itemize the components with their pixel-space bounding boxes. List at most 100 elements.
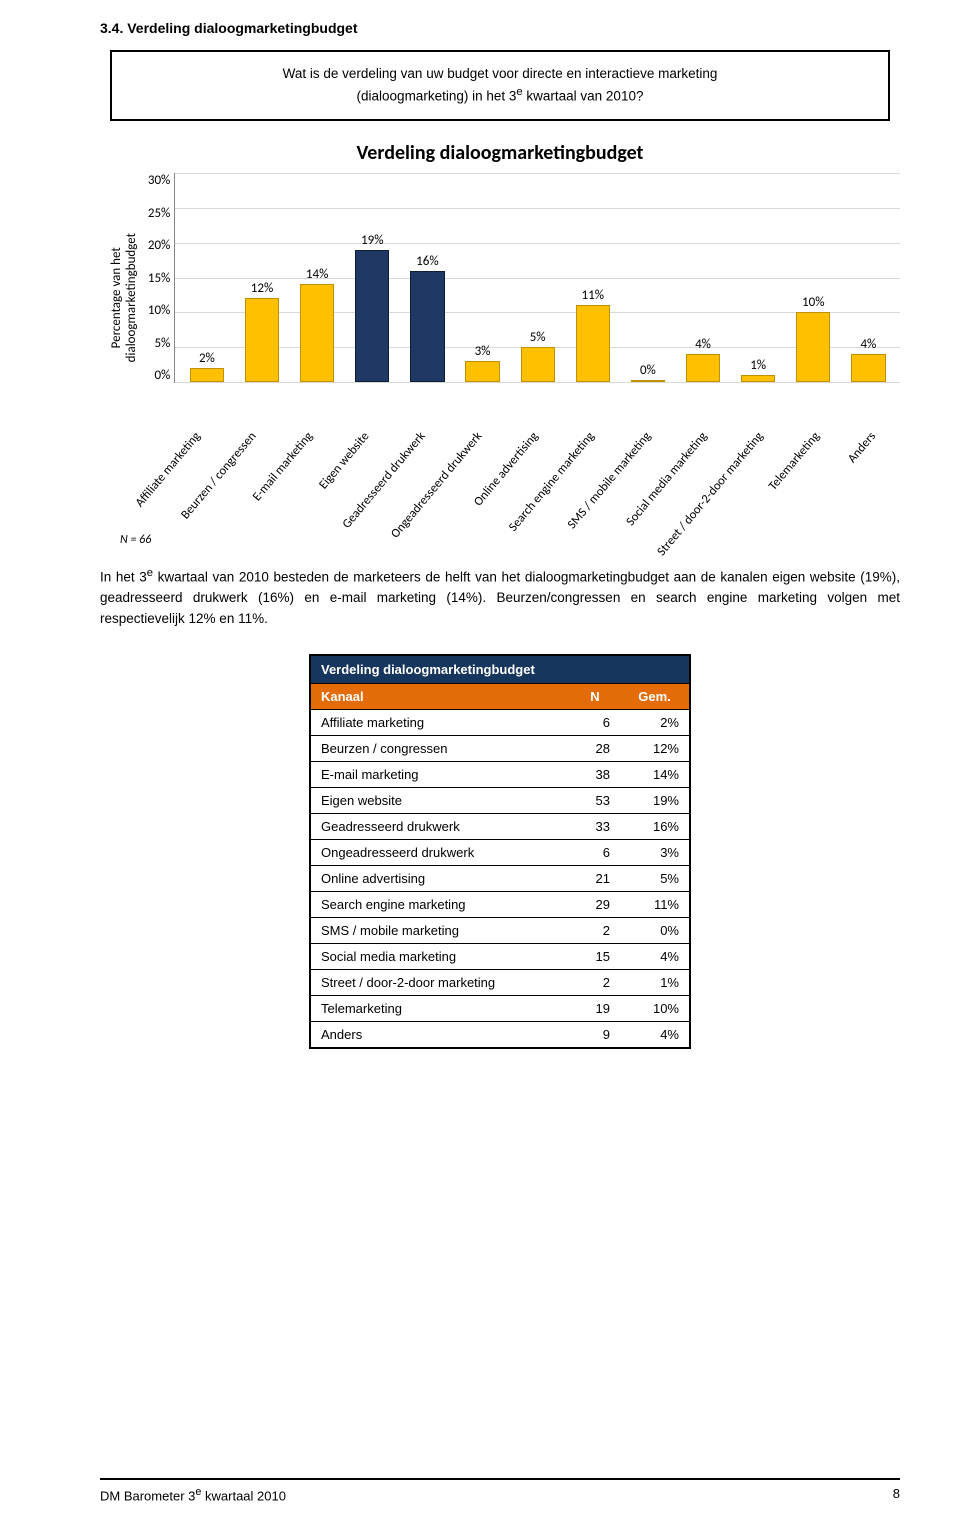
table-row: Ongeadresseerd drukwerk63% [310, 840, 690, 866]
x-axis-label: Telemarketing [783, 427, 839, 547]
table-row: E-mail marketing3814% [310, 762, 690, 788]
cell-kanaal: Social media marketing [310, 944, 570, 970]
y-tick: 25% [148, 206, 170, 221]
cell-kanaal: Geadresseerd drukwerk [310, 814, 570, 840]
table-row: Search engine marketing2911% [310, 892, 690, 918]
bar [521, 347, 555, 382]
cell-kanaal: SMS / mobile marketing [310, 918, 570, 944]
col-n: N [570, 684, 620, 710]
bar-column: 0% [620, 173, 675, 382]
col-gem: Gem. [620, 684, 690, 710]
cell-kanaal: Telemarketing [310, 996, 570, 1022]
question-line1: Wat is de verdeling van uw budget voor d… [283, 66, 718, 81]
table-row: Anders94% [310, 1022, 690, 1049]
table-row: Telemarketing1910% [310, 996, 690, 1022]
bar [851, 354, 885, 382]
cell-kanaal: Affiliate marketing [310, 710, 570, 736]
cell-n: 38 [570, 762, 620, 788]
y-axis-label: Percentage van hetdialoogmarketingbudget [108, 233, 142, 362]
cell-n: 2 [570, 970, 620, 996]
bar-value-label: 3% [475, 344, 491, 359]
bar-value-label: 4% [695, 337, 711, 352]
bar-value-label: 2% [199, 351, 215, 366]
cell-gem: 3% [620, 840, 690, 866]
cell-gem: 14% [620, 762, 690, 788]
y-tick: 30% [148, 173, 170, 188]
table-header-row: Kanaal N Gem. [310, 684, 690, 710]
cell-n: 19 [570, 996, 620, 1022]
page-footer: DM Barometer 3e kwartaal 2010 8 [100, 1478, 900, 1503]
footer-left-a: DM Barometer 3 [100, 1488, 195, 1503]
cell-kanaal: Street / door-2-door marketing [310, 970, 570, 996]
question-box: Wat is de verdeling van uw budget voor d… [110, 50, 890, 121]
bar-column: 14% [290, 173, 345, 382]
y-tick: 15% [148, 271, 170, 286]
data-table: Verdeling dialoogmarketingbudget Kanaal … [309, 654, 691, 1049]
bar [300, 284, 334, 382]
bar-column: 19% [345, 173, 400, 382]
bar-column: 11% [565, 173, 620, 382]
bar [576, 305, 610, 382]
cell-gem: 2% [620, 710, 690, 736]
bar-column: 5% [510, 173, 565, 382]
cell-gem: 4% [620, 1022, 690, 1049]
y-tick: 0% [154, 368, 170, 383]
cell-gem: 0% [620, 918, 690, 944]
plot-area: 2%12%14%19%16%3%5%11%0%4%1%10%4% [174, 173, 900, 383]
bar-column: 1% [731, 173, 786, 382]
table-title: Verdeling dialoogmarketingbudget [310, 655, 690, 684]
cell-gem: 4% [620, 944, 690, 970]
table-row: Social media marketing154% [310, 944, 690, 970]
cell-kanaal: Beurzen / congressen [310, 736, 570, 762]
table-row: Geadresseerd drukwerk3316% [310, 814, 690, 840]
bar-value-label: 12% [251, 281, 273, 296]
bars-container: 2%12%14%19%16%3%5%11%0%4%1%10%4% [175, 173, 900, 382]
question-line2b: kwartaal van 2010? [523, 89, 644, 104]
bar-value-label: 4% [860, 337, 876, 352]
cell-n: 2 [570, 918, 620, 944]
cell-gem: 1% [620, 970, 690, 996]
footer-left: DM Barometer 3e kwartaal 2010 [100, 1486, 286, 1503]
cell-n: 28 [570, 736, 620, 762]
bar-column: 4% [841, 173, 896, 382]
cell-kanaal: Anders [310, 1022, 570, 1049]
cell-n: 15 [570, 944, 620, 970]
body-paragraph: In het 3e kwartaal van 2010 besteden de … [100, 565, 900, 630]
x-axis-label: Anders [840, 427, 896, 547]
gridline [175, 382, 900, 383]
x-axis-labels: Affiliate marketingBeurzen / congressenE… [160, 427, 900, 547]
chart-title: Verdeling dialoogmarketingbudget [100, 141, 900, 165]
footer-left-b: kwartaal 2010 [201, 1488, 286, 1503]
bar [355, 250, 389, 382]
cell-kanaal: Eigen website [310, 788, 570, 814]
table-row: Eigen website5319% [310, 788, 690, 814]
cell-kanaal: Ongeadresseerd drukwerk [310, 840, 570, 866]
bar [190, 368, 224, 382]
cell-gem: 16% [620, 814, 690, 840]
para-a: In het 3 [100, 570, 147, 585]
cell-n: 6 [570, 710, 620, 736]
footer-page-number: 8 [893, 1486, 900, 1503]
bar-value-label: 0% [640, 363, 656, 378]
bar-value-label: 14% [306, 267, 328, 282]
y-tick: 20% [148, 238, 170, 253]
table-body: Affiliate marketing62%Beurzen / congress… [310, 710, 690, 1049]
cell-gem: 19% [620, 788, 690, 814]
cell-n: 33 [570, 814, 620, 840]
bar-column: 16% [400, 173, 455, 382]
section-heading: 3.4. Verdeling dialoogmarketingbudget [100, 20, 900, 36]
bar-column: 4% [675, 173, 730, 382]
table-row: SMS / mobile marketing20% [310, 918, 690, 944]
y-tick: 10% [148, 303, 170, 318]
bar-value-label: 5% [530, 330, 546, 345]
table-row: Street / door-2-door marketing21% [310, 970, 690, 996]
cell-n: 21 [570, 866, 620, 892]
bar-column: 2% [179, 173, 234, 382]
bar [465, 361, 499, 382]
chart-body: Percentage van hetdialoogmarketingbudget… [100, 173, 900, 423]
page: 3.4. Verdeling dialoogmarketingbudget Wa… [0, 0, 960, 1525]
y-tick: 5% [154, 336, 170, 351]
cell-n: 6 [570, 840, 620, 866]
table-row: Affiliate marketing62% [310, 710, 690, 736]
cell-n: 53 [570, 788, 620, 814]
